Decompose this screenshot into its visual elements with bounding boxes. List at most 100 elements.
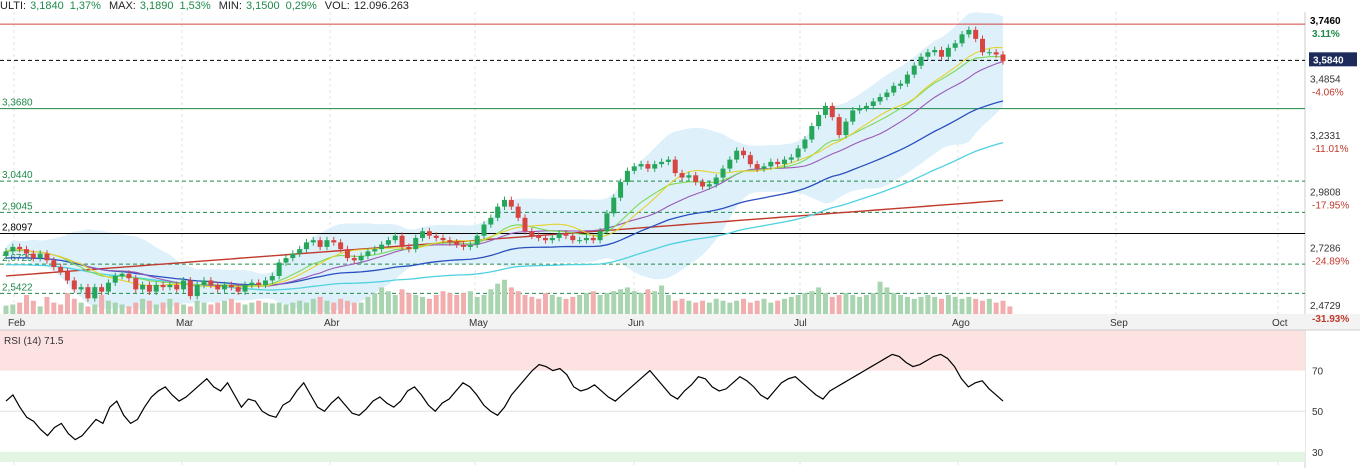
level-label-3: 3,0440 [2,170,33,181]
volume-bar [863,295,869,314]
candle-body [836,117,842,136]
volume-bar [693,302,699,314]
candle-body [262,280,268,285]
volume-bar [310,298,316,314]
candle-body [993,52,999,55]
volume-bar [242,304,248,314]
candle-body [857,108,863,111]
mmp20-line [5,46,1004,288]
volume-bar [720,300,726,314]
rsi-level-label: 70 [1312,367,1324,378]
volume-bar [71,298,77,314]
ema50-line [5,100,1004,286]
volume-bar [911,298,917,314]
stat-value-2: 3,1500 [245,0,280,12]
volume-bar [993,302,999,314]
candle-body [884,92,890,98]
candle-body [310,240,316,243]
volume-bar [706,302,712,314]
candle-body [488,217,494,225]
volume-bar [119,304,125,314]
volume-bar [508,287,514,314]
candle-body [406,246,412,250]
candle-body [44,253,50,261]
volume-bar [105,300,111,314]
volume-bar [597,295,603,314]
candle-body [297,249,303,254]
candle-body [10,246,16,252]
volume-bar [522,295,528,314]
candle-body [700,182,706,187]
volume-bar [269,303,275,314]
volume-bar [392,295,398,314]
volume-bar [3,305,9,314]
volume-bar [64,293,70,314]
x-tick-label: Oct [1272,318,1288,329]
x-tick-label: Sep [1110,318,1128,329]
level-label-5: 2,8097 [2,223,33,234]
y-pct-label: -4.06% [1312,87,1344,98]
volume-bar [836,295,842,314]
level-label-4: 2,9045 [2,201,33,212]
candle-body [788,157,794,160]
candle-body [228,284,234,288]
volume-bar [324,300,330,314]
candle-body [461,244,467,247]
candle-body [624,170,630,183]
candle-body [795,148,801,158]
volume-bar [727,302,733,314]
candle-body [843,121,849,136]
volume-bar [167,298,173,314]
candle-body [659,161,665,165]
volume-bar [215,302,221,314]
candle-body [146,284,152,292]
candle-body [741,150,747,156]
y-tick-label: 2,9808 [1310,187,1341,198]
candle-body [372,249,378,252]
candle-body [392,235,398,241]
candle-body [816,114,822,127]
volume-bar [85,306,91,314]
candle-body [467,244,473,247]
volume-bar [331,302,337,314]
candle-body [781,159,787,165]
volume-bar [228,298,234,314]
volume-bar [276,302,282,314]
volume-bar [454,295,460,314]
y-pct-label: 3.11% [1312,29,1340,40]
level-label-6: 2,6729 [2,253,33,264]
candle-body [570,235,576,241]
candle-body [809,126,815,140]
candle-body [440,237,446,241]
volume-bar [536,298,542,314]
candle-body [980,38,986,53]
volume-bar [420,296,426,314]
volume-bar [631,291,637,314]
stat-value-0: 3,1840 [30,0,64,12]
stat-pct-0: 1,37% [69,0,101,12]
volume-bar [542,293,548,314]
candle-body [754,164,760,169]
level-label-7: 2,5422 [2,282,33,293]
candle-body [181,280,187,290]
volume-bar [973,298,979,314]
x-tick-label: Feb [8,318,26,329]
candle-body [71,280,77,290]
volume-bar [399,289,405,314]
rsi-line [5,353,1004,441]
volume-bar [822,293,828,314]
volume-bar [802,293,808,314]
candle-body [529,231,535,236]
candle-body [515,206,521,218]
candle-body [447,240,453,243]
volume-bar [686,300,692,314]
candle-body [911,65,917,75]
y-tick-label: 3,4854 [1310,74,1341,85]
volume-bar [208,304,214,314]
volume-bar [918,296,924,314]
volume-bar [877,281,883,314]
volume-bar [898,295,904,314]
candle-body [904,74,910,84]
volume-bar [317,296,323,314]
